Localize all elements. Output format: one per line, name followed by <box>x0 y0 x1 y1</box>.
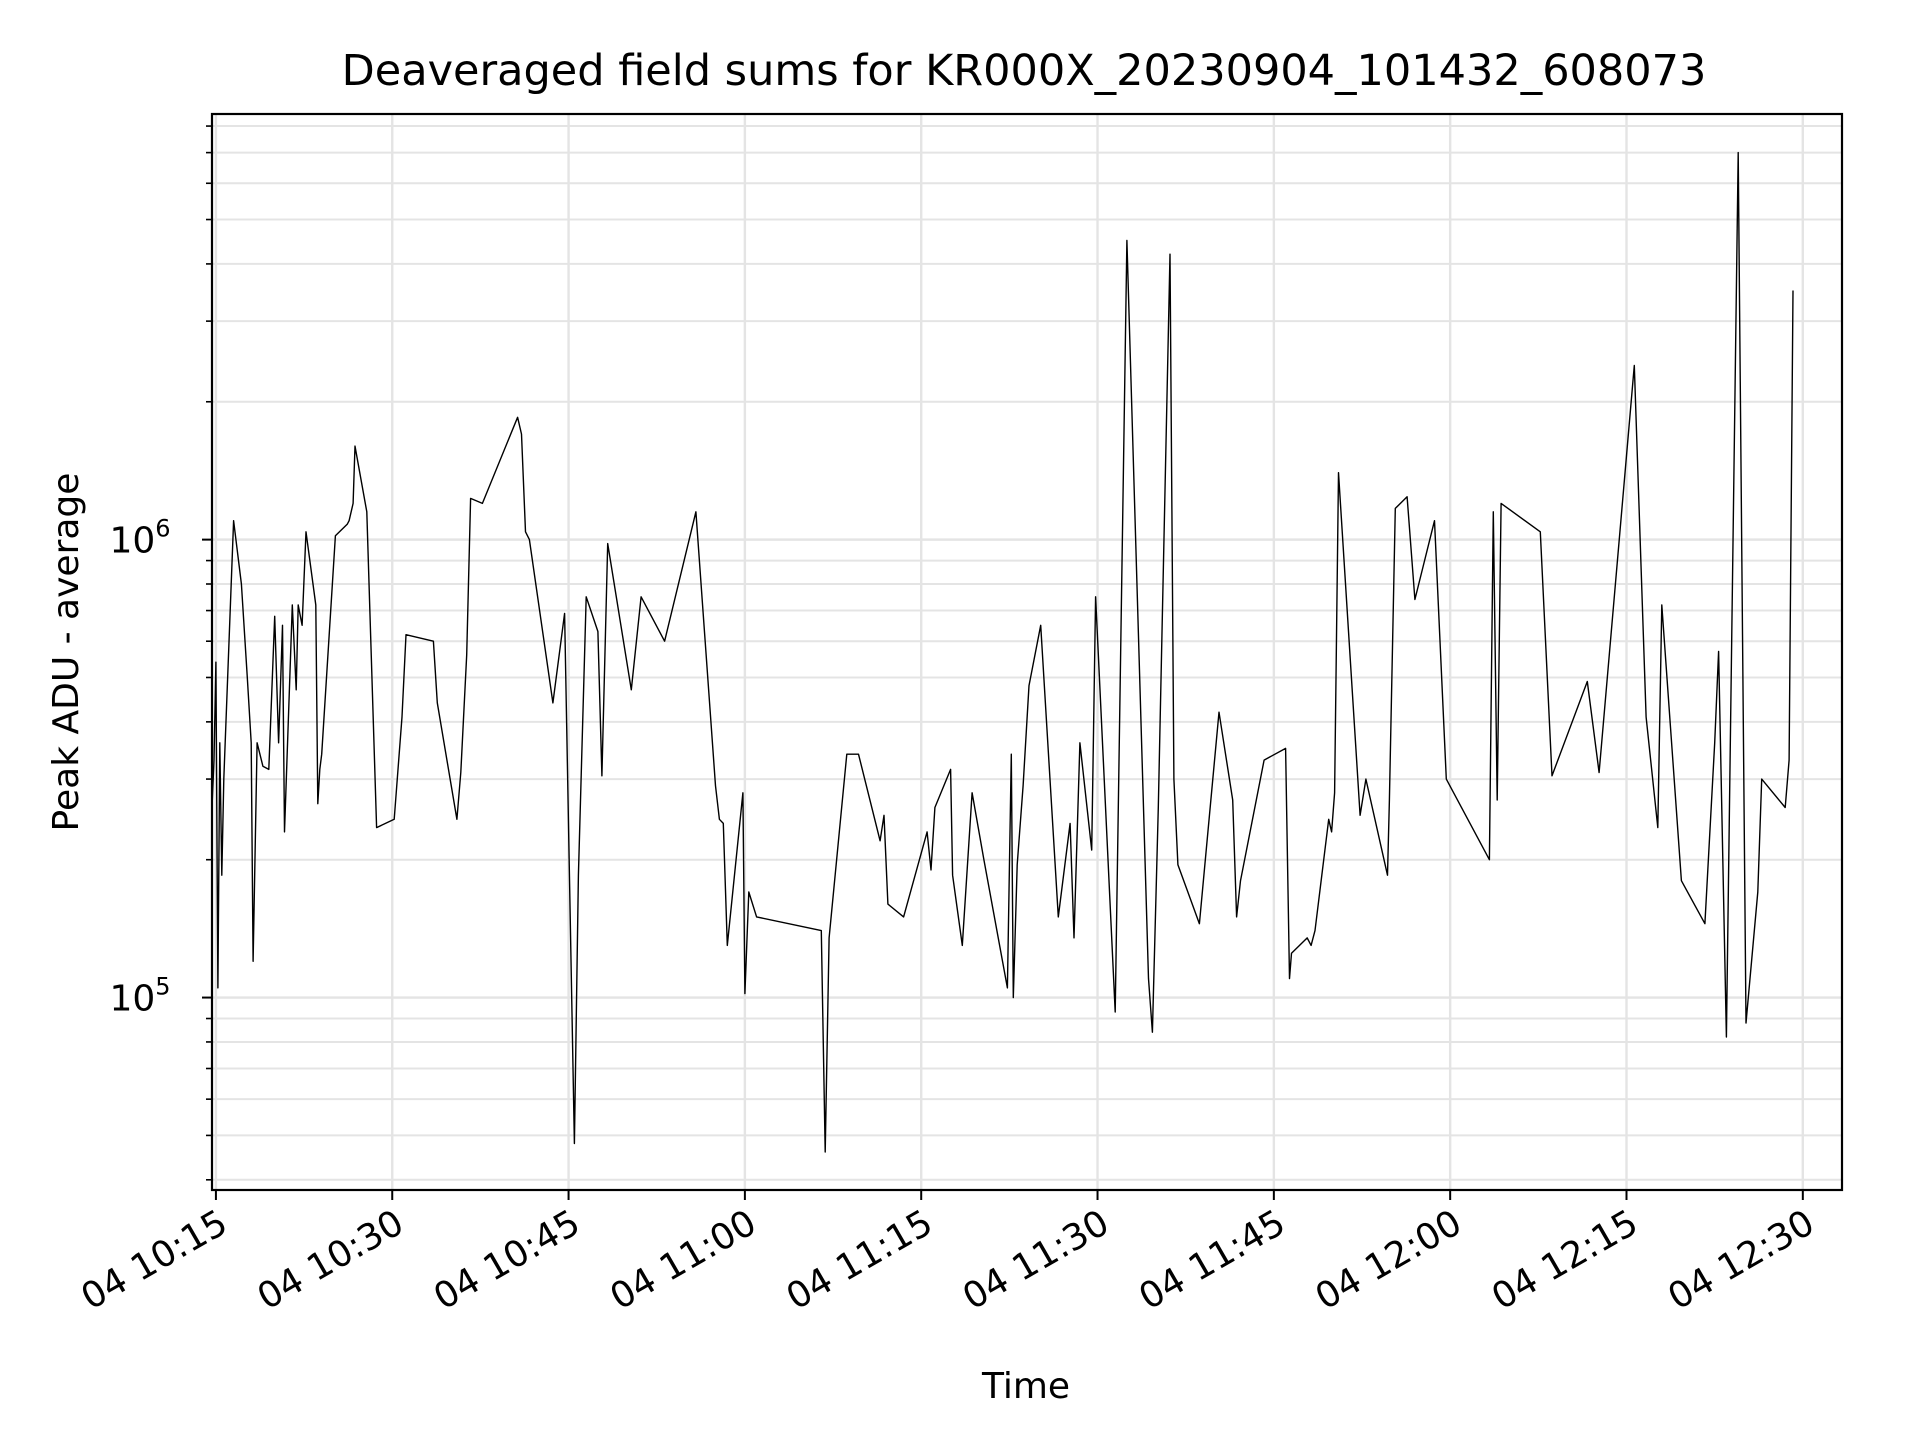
series-line <box>211 151 1794 1153</box>
series-group <box>211 151 1794 1153</box>
y-axis-label: Peak ADU - average <box>46 473 87 832</box>
y-tick-label: 105 <box>109 973 170 1020</box>
y-tick-base: 10 <box>109 979 155 1020</box>
y-tick-base: 10 <box>109 521 155 562</box>
chart-title: Deaveraged field sums for KR000X_2023090… <box>342 46 1707 96</box>
plot-area-frame <box>210 112 1844 1192</box>
y-tick-exponent: 5 <box>155 973 170 1001</box>
x-axis-label: Time <box>981 1366 1070 1407</box>
y-tick-label: 106 <box>109 515 170 562</box>
y-tick-exponent: 6 <box>155 515 170 543</box>
